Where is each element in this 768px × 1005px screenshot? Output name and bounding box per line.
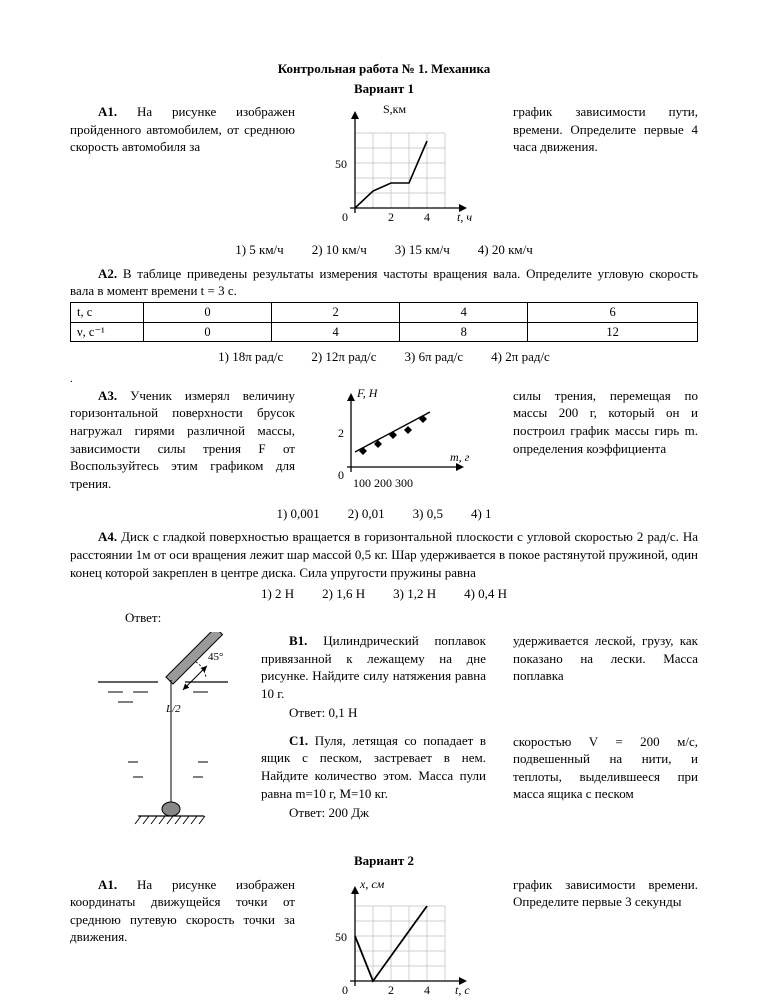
a3-chart: F, Н 2 0 m, г 100 200 300	[305, 387, 480, 497]
variant-2-heading: Вариант 2	[70, 852, 698, 870]
a3-options: 1) 0,0012) 0,013) 0,54) 1	[70, 505, 698, 523]
a2-options: 1) 18π рад/с2) 12π рад/с3) 6π рад/с4) 2π…	[70, 348, 698, 366]
svg-text:F, Н: F, Н	[356, 387, 379, 400]
question-b1-c1: 45° L/2 В1.	[70, 632, 698, 846]
a4-options: 1) 2 Н2) 1,6 Н3) 1,2 Н4) 0,4 Н	[70, 585, 698, 603]
svg-text:m, г: m, г	[450, 450, 470, 464]
page-title: Контрольная работа № 1. Механика	[70, 60, 698, 78]
variant-1-heading: Вариант 1	[70, 80, 698, 98]
svg-text:0: 0	[342, 983, 348, 997]
svg-text:45°: 45°	[208, 651, 223, 663]
svg-text:0: 0	[342, 210, 348, 224]
question-a4: А4. Диск с гладкой поверхностью вращаетс…	[70, 528, 698, 581]
a1-ylabel: S,км	[383, 103, 407, 116]
a1-text-right: график зависимости пути, времени. Опреде…	[513, 103, 698, 156]
svg-text:2: 2	[338, 426, 344, 440]
question-a1-v2: А1. На рисунке изображен координаты движ…	[70, 876, 698, 1005]
svg-text:t, с: t, с	[455, 983, 470, 997]
a4-answer: Ответ:	[125, 609, 698, 627]
question-a1: А1. На рисунке изображен пройденного авт…	[70, 103, 698, 237]
svg-text:2: 2	[388, 210, 394, 224]
svg-text:L/2: L/2	[165, 703, 181, 715]
a2-table: t, с0246 ν, с⁻¹04812	[70, 302, 698, 343]
a1v2-chart: x, см 50 0 2 4 t, с	[305, 876, 485, 1001]
svg-text:50: 50	[335, 930, 347, 944]
a1-options: 1) 5 км/ч2) 10 км/ч3) 15 км/ч4) 20 км/ч	[70, 241, 698, 259]
question-a2: А2. В таблице приведены результаты измер…	[70, 265, 698, 300]
svg-text:0: 0	[338, 468, 344, 482]
svg-text:2: 2	[388, 983, 394, 997]
svg-text:50: 50	[335, 157, 347, 171]
question-a3: А3. Ученик измерял величину горизонтальн…	[70, 387, 698, 501]
svg-text:100 200 300: 100 200 300	[353, 476, 413, 490]
svg-text:4: 4	[424, 210, 430, 224]
b1-figure: 45° L/2	[78, 632, 253, 842]
a1-label: А1.	[98, 104, 117, 119]
svg-text:4: 4	[424, 983, 430, 997]
a1-chart: S,км 50 0 2 4 t, ч	[305, 103, 485, 233]
svg-text:x, см: x, см	[359, 877, 385, 891]
svg-text:t, ч: t, ч	[457, 210, 472, 224]
